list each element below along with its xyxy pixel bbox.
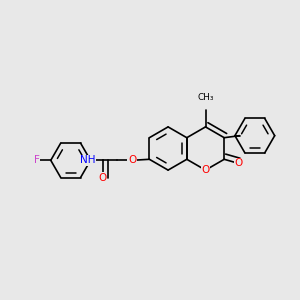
Text: O: O bbox=[98, 173, 107, 183]
Text: O: O bbox=[128, 155, 136, 165]
Text: F: F bbox=[34, 155, 39, 165]
Text: O: O bbox=[234, 158, 243, 168]
Text: CH₃: CH₃ bbox=[197, 93, 214, 102]
Text: O: O bbox=[201, 165, 210, 175]
Text: NH: NH bbox=[80, 155, 96, 165]
